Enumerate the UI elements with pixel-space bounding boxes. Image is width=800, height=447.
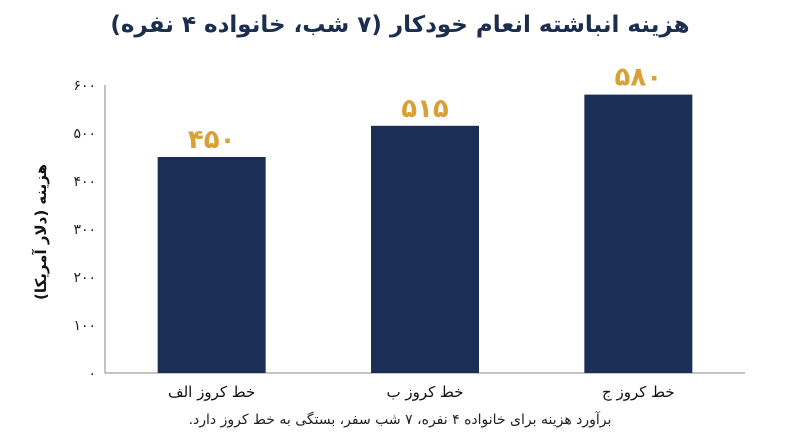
data-label: ۵۱۵ — [401, 94, 449, 124]
chart-footnote: برآورد هزینه برای خانواده ۴ نفره، ۷ شب س… — [188, 412, 612, 428]
x-tick-label: خط کروز الف — [168, 383, 255, 401]
chart-title: هزینه انباشته انعام خودکار (۷ شب، خانواد… — [110, 12, 690, 38]
y-tick-label: ۰ — [88, 366, 96, 382]
bars-group — [157, 94, 693, 373]
y-ticks-group: ۰ ۱۰۰ ۲۰۰ ۳۰۰ ۴۰۰ ۵۰۰ ۶۰۰ — [73, 78, 96, 382]
y-axis-label: هزینه (دلار آمریکا) — [32, 164, 50, 300]
y-tick-label: ۵۰۰ — [73, 126, 96, 142]
bar — [371, 125, 479, 373]
data-labels-group: ۴۵۰ ۵۱۵ ۵۸۰ — [188, 63, 662, 155]
y-tick-label: ۳۰۰ — [73, 222, 96, 238]
bar — [157, 157, 266, 373]
bar — [584, 94, 693, 373]
data-label: ۴۵۰ — [188, 125, 236, 155]
y-tick-label: ۲۰۰ — [73, 270, 96, 286]
x-tick-label: خط کروز ب — [386, 383, 463, 401]
data-label: ۵۸۰ — [615, 63, 663, 93]
y-tick-label: ۱۰۰ — [73, 318, 96, 334]
x-ticks-group: خط کروز الف خط کروز ب خط کروز ج — [168, 383, 675, 402]
x-tick-label: خط کروز ج — [602, 383, 675, 402]
y-tick-label: ۴۰۰ — [73, 174, 96, 190]
y-tick-label: ۶۰۰ — [73, 78, 96, 94]
